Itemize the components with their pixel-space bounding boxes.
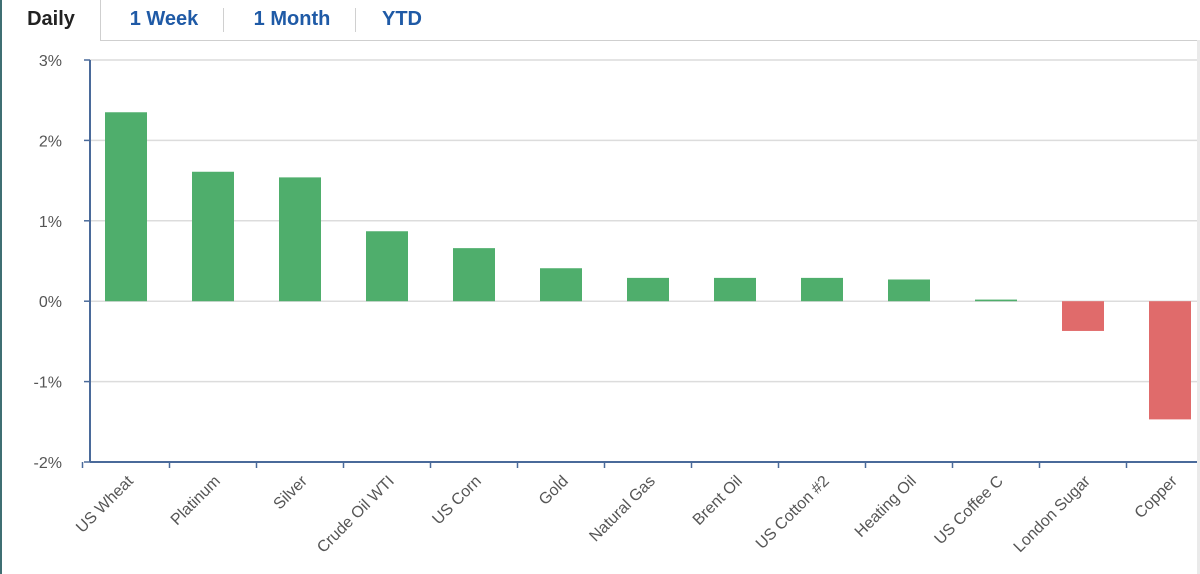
- y-tick-label: -1%: [34, 375, 62, 392]
- bar[interactable]: [1149, 301, 1191, 420]
- period-tabs: Daily 1 Week 1 Month YTD: [2, 0, 1200, 41]
- bar[interactable]: [192, 171, 234, 302]
- y-tick-label: 3%: [39, 53, 62, 70]
- bar[interactable]: [540, 268, 582, 302]
- bar[interactable]: [366, 231, 408, 302]
- x-tick-label: Natural Gas: [586, 473, 658, 545]
- bar[interactable]: [279, 177, 321, 302]
- bar[interactable]: [453, 248, 495, 302]
- bar[interactable]: [888, 279, 930, 302]
- x-tick-label: US Cotton #2: [753, 473, 833, 553]
- bar[interactable]: [627, 277, 669, 302]
- x-tick-label: Copper: [1132, 472, 1182, 522]
- bar[interactable]: [801, 277, 843, 302]
- x-tick-label: London Sugar: [1011, 472, 1095, 556]
- tab-separator: [223, 8, 224, 32]
- x-tick-label: US Wheat: [73, 472, 137, 536]
- tab-1-month[interactable]: 1 Month: [253, 8, 331, 30]
- x-tick-label: Brent Oil: [690, 473, 746, 529]
- x-tick-label: Heating Oil: [852, 473, 920, 541]
- left-border: [0, 0, 2, 574]
- x-tick-label: US Coffee C: [931, 473, 1006, 548]
- y-tick-label: 1%: [39, 214, 62, 231]
- tab-ytd[interactable]: YTD: [382, 8, 422, 30]
- tab-separator: [355, 8, 356, 32]
- tab-1-week[interactable]: 1 Week: [129, 8, 199, 30]
- bar[interactable]: [714, 277, 756, 302]
- tab-daily[interactable]: Daily: [2, 0, 101, 41]
- bar[interactable]: [1062, 301, 1104, 331]
- bar[interactable]: [975, 299, 1017, 302]
- right-border: [1197, 40, 1200, 574]
- x-tick-label: Crude Oil WTI: [314, 473, 398, 557]
- x-tick-label: US Corn: [429, 473, 484, 528]
- x-tick-label: Platinum: [168, 473, 224, 529]
- x-tick-label: Gold: [536, 473, 572, 509]
- y-tick-label: 2%: [39, 133, 62, 150]
- x-tick-label: Silver: [271, 472, 312, 513]
- y-tick-label: -2%: [34, 455, 62, 472]
- bar[interactable]: [105, 112, 147, 302]
- y-tick-label: 0%: [39, 294, 62, 311]
